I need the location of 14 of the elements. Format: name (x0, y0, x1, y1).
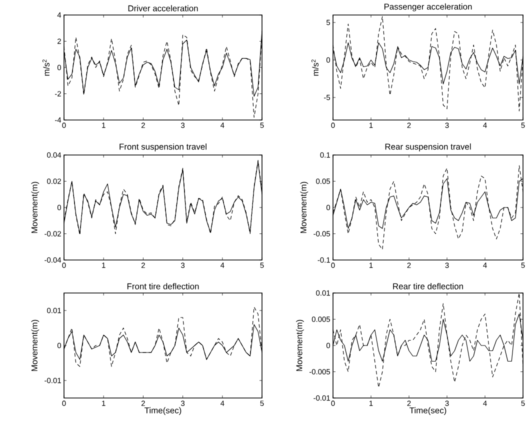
chart-title: Front suspension travel (120, 143, 206, 152)
y-axis-title: m/s$^{2}$ (42, 60, 50, 76)
chart-title: Driver acceleration (128, 5, 198, 12)
y-axis-title: Movement(m) (31, 182, 40, 233)
y-axis-title: Movement(m) (31, 320, 40, 371)
chart-title: Passenger acceleration (384, 3, 472, 12)
x-axis-title: Time(sec) (410, 407, 446, 416)
y-axis-title: Movement(m) (300, 182, 308, 233)
y-axis-title: m/s$^{2}$ (311, 60, 318, 76)
x-axis-title: Time(sec) (144, 407, 182, 416)
chart-title: Rear tire deflection (393, 283, 463, 290)
chart-title: Front tire deflection (127, 283, 199, 290)
y-axis-title: Movement(m) (296, 320, 304, 371)
chart-title: Rear suspension travel (385, 143, 471, 152)
